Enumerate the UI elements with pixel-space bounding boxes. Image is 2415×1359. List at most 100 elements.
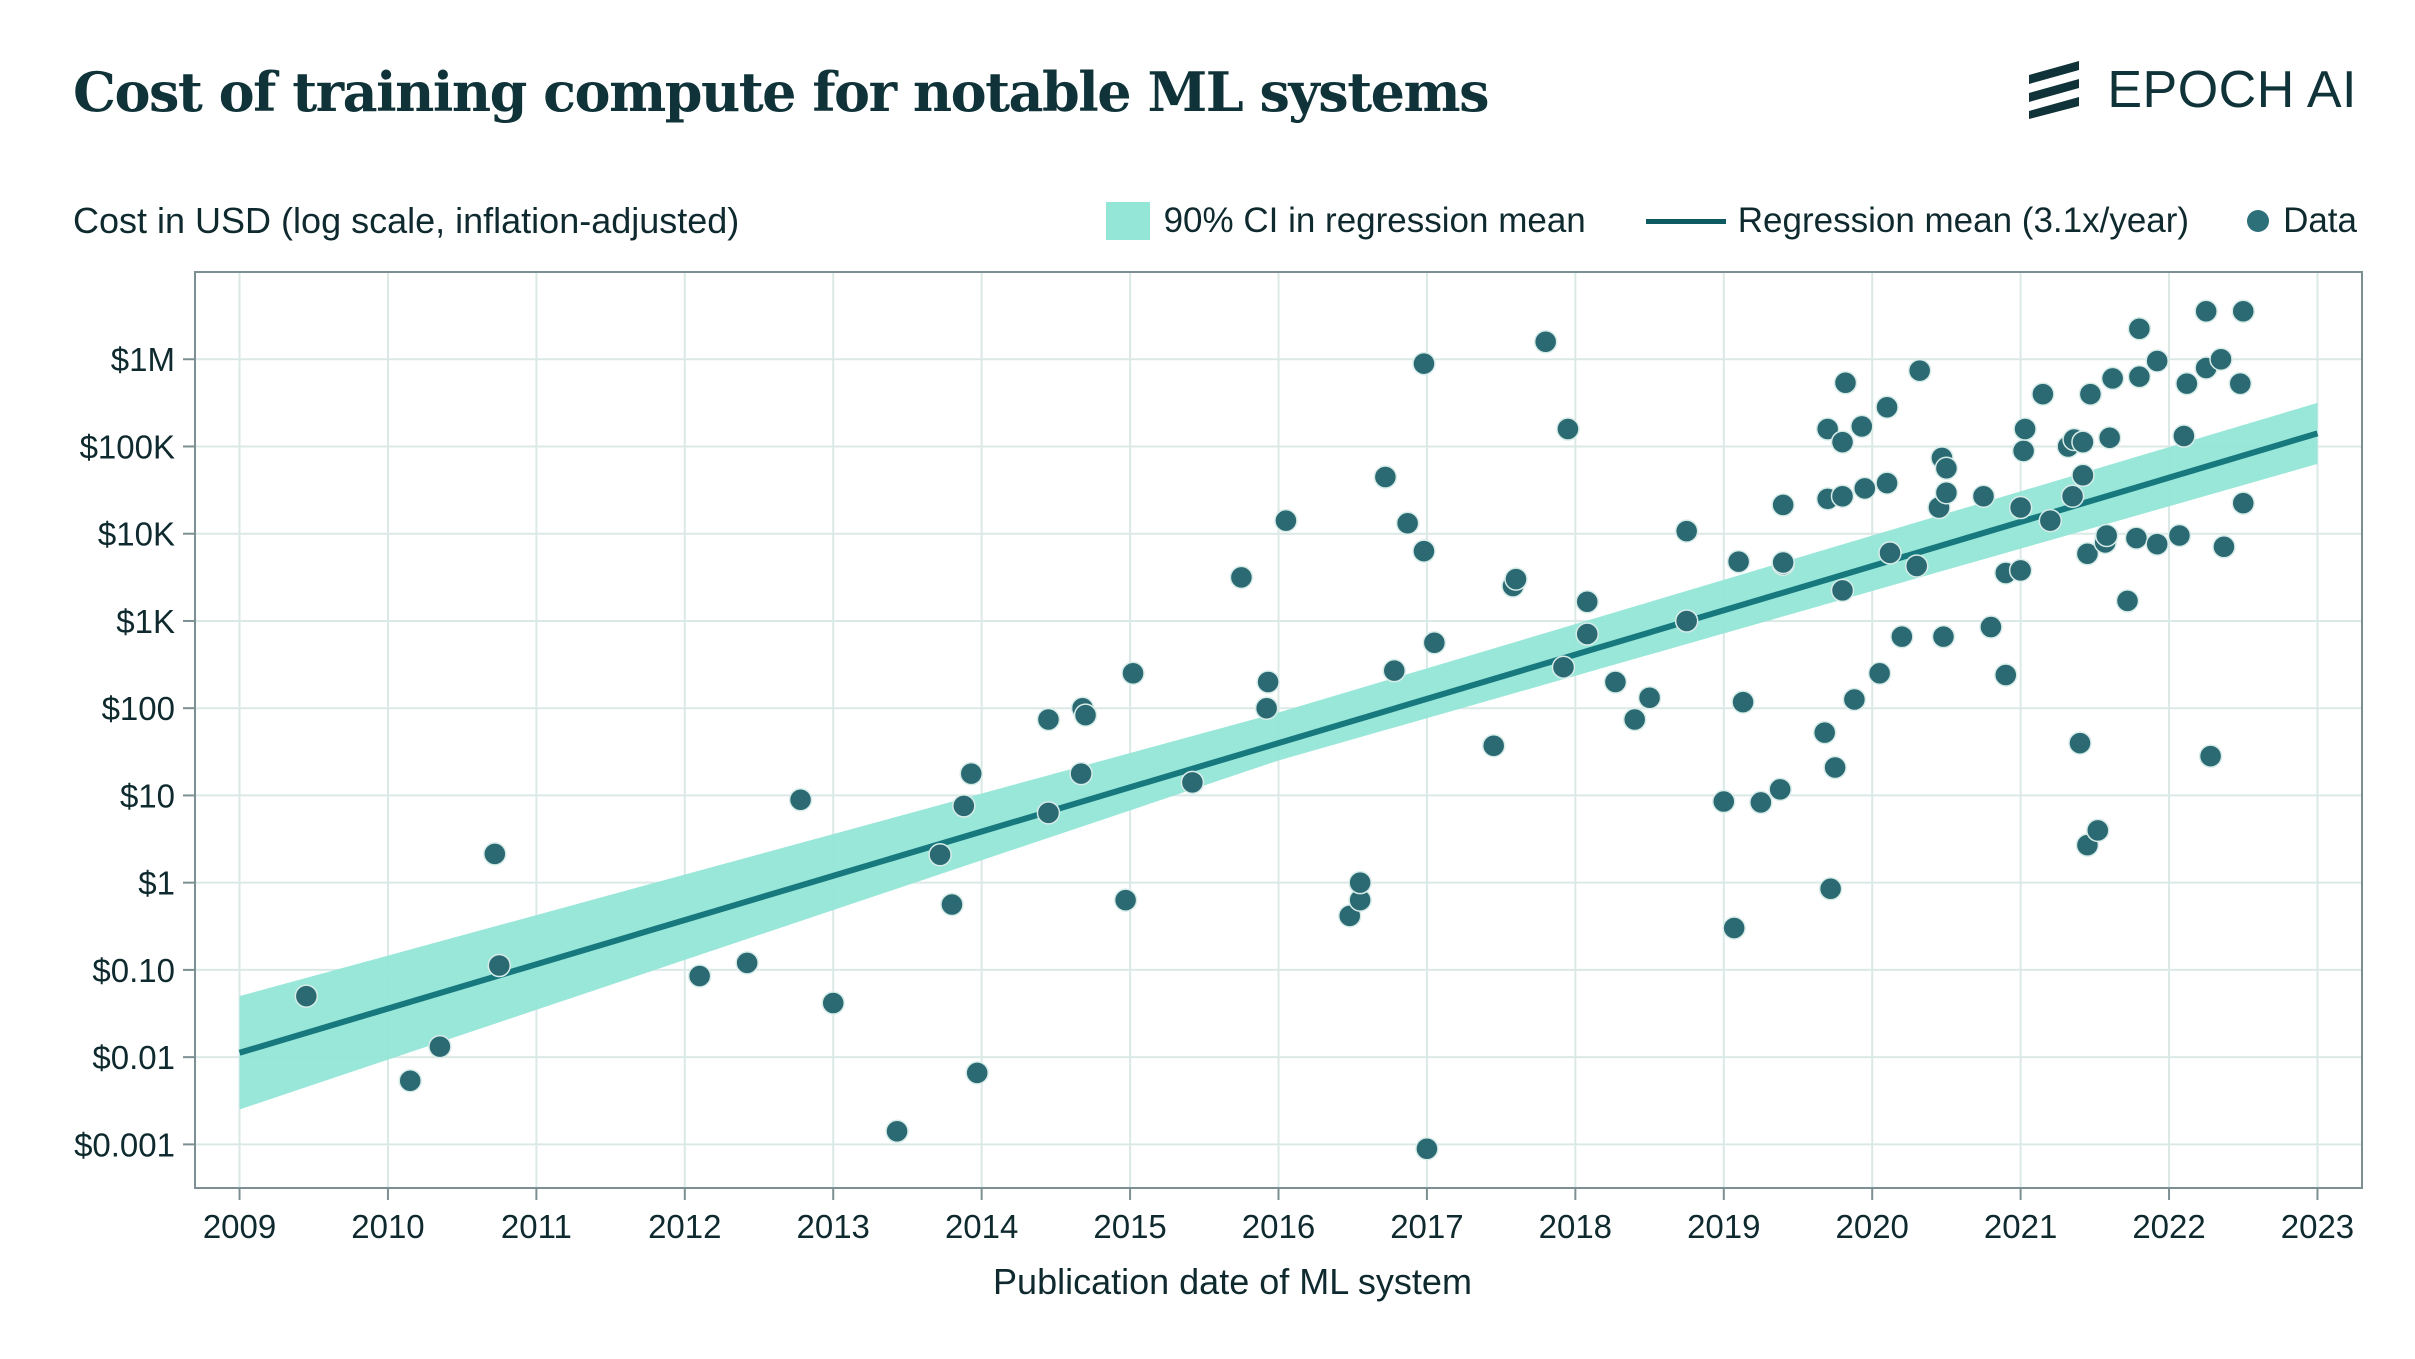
data-point [1830, 578, 1855, 603]
data-point [1971, 484, 1996, 508]
data-point [2145, 532, 2169, 556]
data-point [821, 991, 845, 1015]
x-tick-label: 2010 [351, 1208, 424, 1245]
x-tick-label: 2018 [1539, 1208, 1612, 1245]
data-point [1575, 590, 1599, 614]
legend-line-swatch [1645, 218, 1726, 224]
data-point [1348, 870, 1372, 895]
data-point [1422, 631, 1447, 655]
x-tick-label: 2015 [1093, 1208, 1166, 1245]
data-point [1830, 430, 1855, 454]
data-point [2209, 347, 2233, 371]
y-tick-label: $10 [120, 777, 175, 814]
data-point [2008, 495, 2033, 520]
data-point [2198, 744, 2223, 768]
data-point [788, 788, 813, 812]
data-point [1875, 471, 1899, 495]
data-point [1373, 465, 1398, 489]
data-point [1229, 565, 1254, 590]
data-point [1931, 624, 1956, 649]
data-point [1382, 658, 1407, 683]
data-point [1712, 789, 1736, 814]
data-point [2167, 523, 2192, 548]
data-point [483, 842, 507, 866]
data-point [1113, 888, 1138, 912]
brand-logo: EPOCH AI [2023, 60, 2357, 120]
data-point [1073, 703, 1098, 727]
data-point [2011, 439, 2036, 463]
data-point [1878, 541, 1902, 565]
y-tick-label: $100 [102, 690, 175, 727]
data-point [1722, 916, 1746, 940]
x-tick-label: 2013 [797, 1208, 870, 1245]
data-point [1504, 567, 1528, 591]
data-point [952, 794, 976, 818]
data-point [428, 1034, 452, 1059]
chart-title: Cost of training compute for notable ML … [73, 60, 1490, 124]
data-point [294, 984, 319, 1008]
legend-data-label: Data [2283, 201, 2357, 240]
data-point [2075, 542, 2100, 566]
data-point [2068, 731, 2092, 755]
data-point [928, 843, 952, 867]
data-point [1818, 877, 1843, 901]
data-point [487, 953, 512, 978]
data-point [1731, 690, 1755, 714]
data-point [1771, 493, 1795, 517]
data-point [2100, 366, 2125, 391]
data-point [2172, 424, 2196, 448]
data-point [2115, 589, 2140, 613]
data-point [1771, 550, 1795, 575]
data-point [2094, 523, 2119, 548]
data-point [1768, 777, 1792, 802]
data-point [1556, 417, 1580, 441]
data-point [1412, 351, 1436, 376]
data-point [1934, 456, 1959, 481]
data-point [959, 761, 984, 786]
regression-layer [238, 430, 2319, 1056]
data-points [294, 299, 2256, 1161]
data-point [1979, 615, 2003, 639]
data-point [1904, 554, 1929, 578]
data-point [2008, 558, 2033, 583]
data-point [1842, 687, 1867, 712]
y-tick-label: $1 [138, 865, 175, 902]
legend-item-regression: Regression mean (3.1x/year) [1586, 201, 2189, 241]
data-point [1412, 539, 1436, 563]
data-point [1069, 761, 1093, 786]
legend-dot-swatch [2247, 210, 2270, 232]
y-tick-label: $0.001 [74, 1126, 175, 1163]
data-point [885, 1119, 909, 1144]
data-point [1036, 801, 1061, 825]
x-tick-label: 2019 [1687, 1208, 1760, 1245]
x-axis-title: Publication date of ML system [993, 1261, 1472, 1302]
data-point [965, 1061, 989, 1085]
data-point [1395, 511, 1420, 535]
grid [195, 272, 2362, 1188]
data-point [1815, 417, 1840, 441]
data-point [1830, 484, 1855, 508]
x-tick-label: 2014 [945, 1208, 1018, 1245]
data-point [1121, 661, 1145, 686]
y-tick-label: $100K [80, 428, 175, 465]
y-tick-label: $1M [111, 341, 175, 378]
y-axis-ticks: $0.001 $0.01 $0.10 $1 $10 $100 $1K $10K $100K $1M [74, 341, 195, 1163]
data-point [1749, 790, 1773, 815]
data-point [398, 1068, 422, 1093]
data-point [1907, 358, 1932, 383]
ci-band-layer [239, 402, 2318, 1110]
data-point [1637, 685, 1662, 710]
y-tick-label: $1K [116, 603, 175, 640]
y-tick-label: $10K [98, 516, 175, 553]
data-point [1853, 476, 1877, 501]
data-point [2127, 364, 2152, 389]
data-point [2071, 463, 2095, 488]
data-point [1823, 755, 1847, 780]
x-tick-label: 2009 [203, 1208, 276, 1245]
data-point [1575, 622, 1599, 646]
data-point [2231, 299, 2256, 324]
x-tick-label: 2023 [2281, 1208, 2354, 1245]
data-point [687, 964, 712, 988]
y-tick-label: $0.10 [92, 952, 175, 989]
data-point [1674, 609, 1699, 633]
